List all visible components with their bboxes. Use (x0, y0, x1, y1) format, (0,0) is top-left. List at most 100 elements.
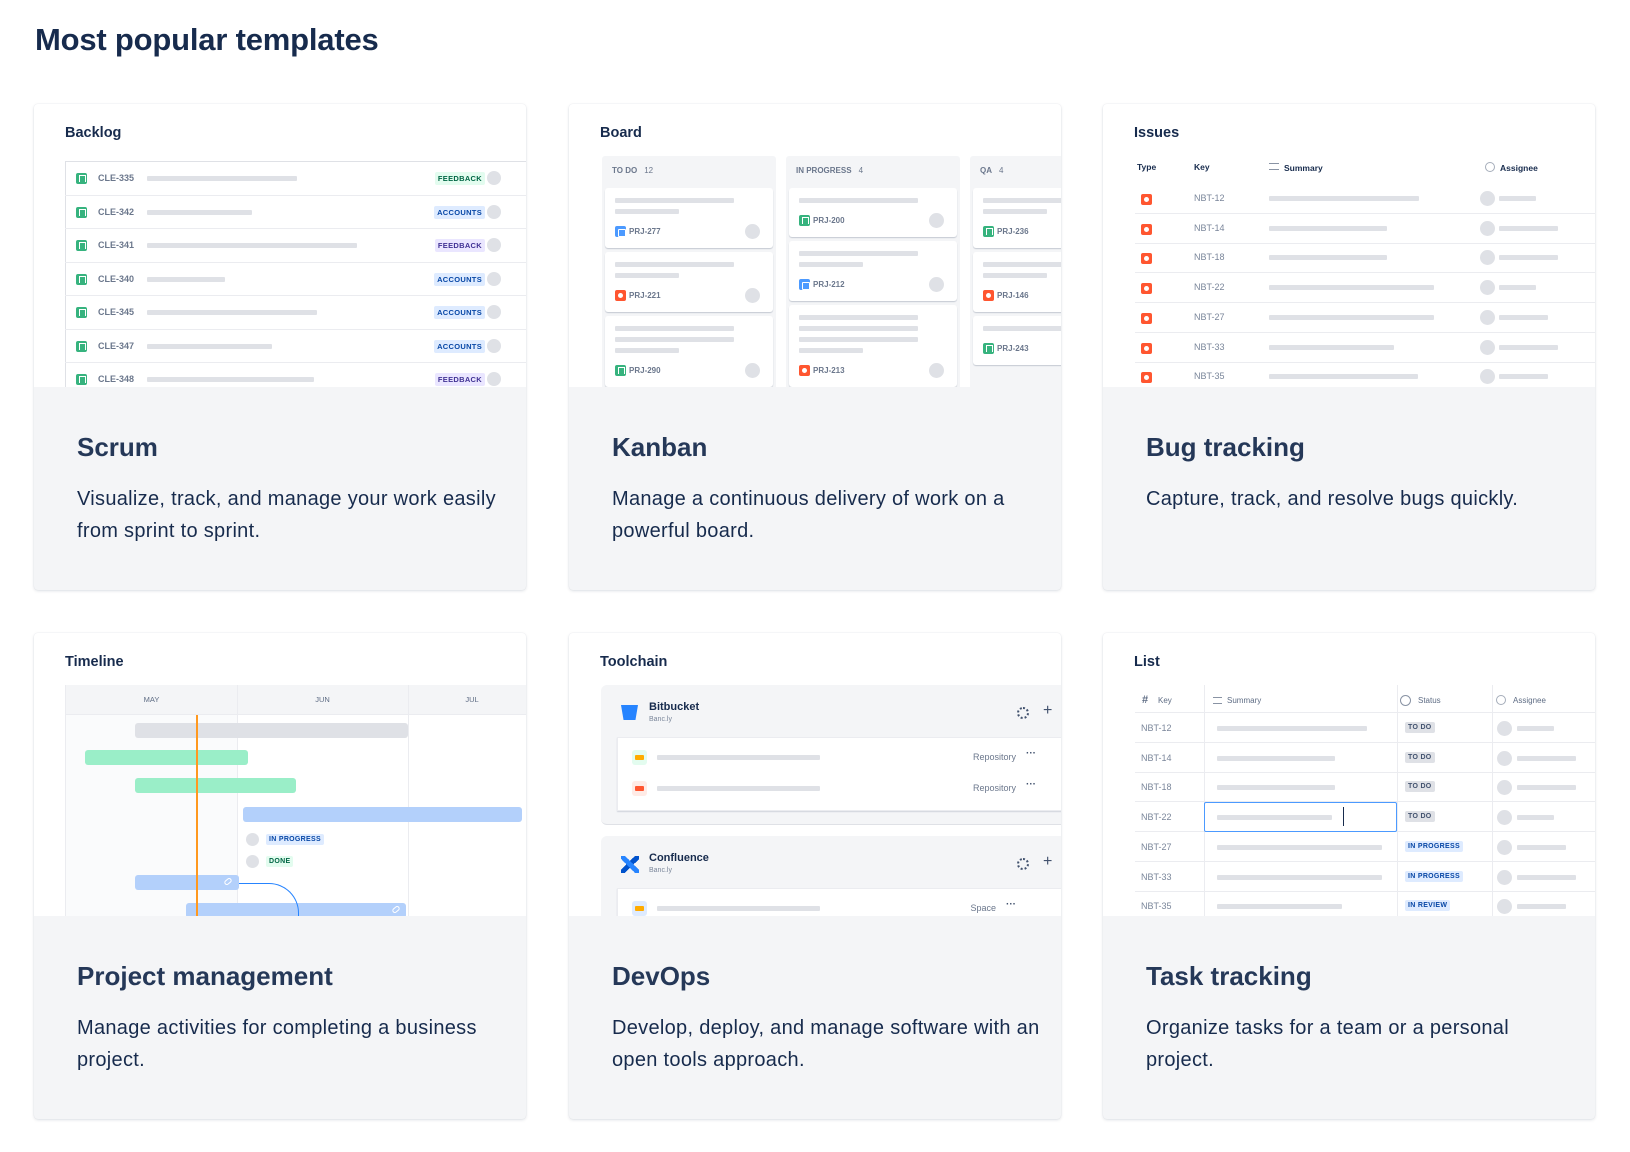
card-line (615, 198, 734, 203)
timeline-bar[interactable] (243, 807, 522, 822)
item-type: Repository (972, 752, 1016, 762)
gear-icon[interactable] (1017, 707, 1029, 719)
header-key: Key (1158, 696, 1172, 705)
issue-key: NBT-18 (1194, 252, 1225, 263)
list-row[interactable]: NBT-35 IN REVIEW (1135, 891, 1595, 916)
template-card-bug-tracking[interactable]: Issues Type Key Summary Assignee NBT-12 NBT-14… (1103, 104, 1595, 590)
list-row[interactable]: NBT-14 TO DO (1135, 743, 1595, 773)
board-card[interactable]: PRJ-212 (789, 241, 957, 301)
today-line (196, 715, 198, 916)
card-key: PRJ-212 (813, 280, 845, 289)
backlog-row[interactable]: CLE-341 FEEDBACK (65, 228, 526, 261)
icon-stripe (635, 906, 644, 911)
row-divider (1480, 302, 1595, 304)
timeline-header (66, 685, 526, 715)
issue-key: NBT-18 (1141, 782, 1172, 793)
issue-row[interactable]: NBT-35 (1135, 366, 1595, 387)
tool-org: Banc.ly (649, 716, 672, 723)
plus-icon[interactable]: + (1043, 853, 1053, 870)
row-divider (1135, 361, 1490, 363)
more-icon[interactable]: ··· (1006, 899, 1016, 910)
more-icon[interactable]: ··· (1026, 748, 1036, 759)
issue-row[interactable]: NBT-14 (1135, 218, 1595, 247)
header-status: Status (1418, 696, 1441, 705)
bug-icon (799, 365, 810, 376)
status-avatar (246, 833, 259, 846)
header-assignee: Assignee (1500, 163, 1538, 173)
timeline-bar[interactable] (135, 723, 408, 738)
list-row[interactable]: NBT-33 IN PROGRESS (1135, 862, 1595, 892)
issue-key: NBT-14 (1141, 752, 1172, 763)
summary-placeholder (147, 377, 314, 382)
list-row[interactable]: NBT-18 TO DO (1135, 772, 1595, 803)
assignee-placeholder (1517, 815, 1554, 821)
issue-row[interactable]: NBT-18 (1135, 247, 1595, 276)
summary-placeholder (1269, 314, 1434, 320)
template-preview: Issues Type Key Summary Assignee NBT-12 NBT-14… (1103, 104, 1595, 387)
assignee-avatar (1497, 721, 1512, 736)
template-card-task-tracking[interactable]: List # Key Summary Status Assignee NBT-12 TO DO… (1103, 633, 1595, 1119)
month-divider (408, 685, 409, 916)
board-card[interactable]: PRJ-277 (605, 188, 773, 248)
backlog-row[interactable]: CLE-345 ACCOUNTS (65, 295, 526, 328)
board-card[interactable]: PRJ-221 (605, 252, 773, 312)
label-tag: ACCOUNTS (434, 339, 485, 353)
template-card-devops[interactable]: Toolchain Bitbucket Banc.ly + Repository ··· R… (569, 633, 1061, 1119)
issue-row[interactable]: NBT-22 (1135, 277, 1595, 306)
template-card-scrum[interactable]: Backlog CLE-335 FEEDBACK CLE-342 ACCOUNTS CLE… (34, 104, 526, 590)
summary-cell-editing[interactable] (1204, 802, 1397, 833)
list-row[interactable]: NBT-27 IN PROGRESS (1135, 832, 1595, 862)
status-lozenge: IN REVIEW (1405, 900, 1451, 912)
item-placeholder (657, 786, 820, 791)
summary-placeholder (1269, 344, 1394, 350)
assignee-placeholder (1517, 755, 1576, 761)
issue-key: NBT-35 (1194, 371, 1225, 382)
assignee-avatar (1497, 780, 1512, 796)
issue-key: NBT-22 (1141, 812, 1172, 823)
assignee-avatar (1497, 839, 1512, 855)
board-card[interactable]: PRJ-236 (973, 188, 1061, 248)
summary-placeholder (1269, 225, 1387, 231)
issue-row[interactable]: NBT-27 (1135, 307, 1595, 336)
list-row[interactable]: NBT-12 TO DO (1135, 713, 1595, 743)
timeline-bar[interactable] (135, 778, 296, 793)
plus-icon[interactable]: + (1043, 702, 1053, 719)
list-row[interactable]: NBT-22 TO DO (1135, 802, 1595, 833)
summary-placeholder (1269, 374, 1418, 380)
backlog-row[interactable]: CLE-340 ACCOUNTS (65, 261, 526, 295)
board-card[interactable]: PRJ-200 (789, 188, 957, 237)
template-card-project-management[interactable]: Timeline MAY JUN JUL IN PROGRESS DONE Project … (34, 633, 526, 1119)
bug-icon (1141, 312, 1152, 324)
label-tag: FEEDBACK (434, 239, 485, 252)
more-icon[interactable]: ··· (1026, 779, 1036, 790)
board-card[interactable]: PRJ-290 (605, 316, 773, 387)
assignee-placeholder (1517, 844, 1566, 850)
bug-icon (1141, 253, 1152, 265)
assignee-placeholder (1517, 874, 1576, 880)
board-card[interactable]: PRJ-146 (973, 252, 1061, 312)
gear-icon[interactable] (1017, 858, 1029, 870)
card-key: PRJ-221 (629, 291, 661, 300)
summary-placeholder (147, 209, 252, 215)
timeline-bar[interactable] (135, 875, 239, 890)
summary-placeholder (1269, 285, 1434, 291)
story-icon (76, 273, 87, 285)
board-card[interactable]: PRJ-213 (789, 305, 957, 387)
card-line (799, 198, 918, 203)
bug-icon (1141, 223, 1152, 235)
timeline-bar[interactable] (85, 750, 248, 765)
template-card-kanban[interactable]: Board TO DO 12 PRJ-277 PRJ-221 PRJ-290 IN PROG… (569, 104, 1061, 590)
backlog-row[interactable]: CLE-335 FEEDBACK (65, 161, 526, 194)
board-card[interactable]: PRJ-243 (973, 316, 1061, 365)
template-preview: Board TO DO 12 PRJ-277 PRJ-221 PRJ-290 IN PROG… (569, 104, 1061, 387)
assignee-avatar (487, 238, 501, 252)
backlog-row[interactable]: CLE-348 FEEDBACK (65, 362, 526, 387)
backlog-row[interactable]: CLE-347 ACCOUNTS (65, 328, 526, 362)
issue-row[interactable]: NBT-12 (1135, 188, 1595, 217)
label-tag: ACCOUNTS (434, 306, 485, 319)
issue-key: NBT-12 (1194, 193, 1225, 203)
template-name: Task tracking (1146, 961, 1312, 991)
backlog-row[interactable]: CLE-342 ACCOUNTS (65, 194, 526, 228)
issue-row[interactable]: NBT-33 (1135, 337, 1595, 366)
summary-placeholder (1269, 196, 1419, 201)
